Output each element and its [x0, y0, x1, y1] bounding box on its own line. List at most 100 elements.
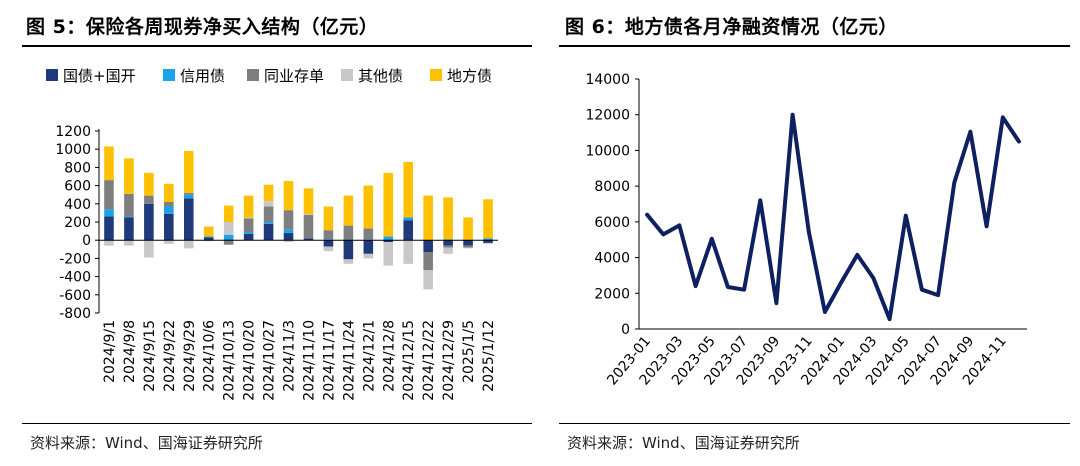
bar-segment — [343, 259, 354, 264]
bar-segment — [203, 237, 214, 241]
x-tick-label: 2024/11/3 — [282, 320, 298, 392]
x-tick-label: 2024/10/6 — [202, 320, 218, 392]
bar-segment — [243, 232, 254, 234]
bar-segment — [223, 234, 234, 240]
y-tick-label: 12000 — [585, 108, 630, 124]
x-tick-label: 2025/1/12 — [481, 320, 497, 392]
bar-segment — [183, 198, 194, 241]
x-tick-label: 2024/9/29 — [182, 320, 198, 392]
x-tick-label: 2024/11/17 — [321, 320, 337, 401]
data-point — [1017, 140, 1021, 143]
bar-segment — [104, 180, 114, 210]
left-panel: 图 5：保险各周现券净买入结构（亿元） 国债+国开 信用债 同业存单 其他债 地方债 -8… — [22, 16, 532, 452]
x-tick-label: 2024/12/1 — [361, 320, 377, 392]
bar-segment — [323, 240, 334, 247]
y-tick-label: 400 — [64, 197, 91, 213]
bar-segment — [104, 216, 114, 241]
x-tick-label: 2024/11/10 — [301, 320, 317, 401]
bar-segment — [263, 206, 274, 222]
bar-segment — [303, 238, 314, 241]
bar-segment — [183, 240, 194, 249]
bar-segment — [263, 222, 274, 224]
data-point — [726, 285, 730, 289]
legend-swatch — [46, 69, 58, 81]
bar-segment — [403, 220, 414, 241]
bar-segment — [263, 184, 274, 202]
bar-segment — [144, 240, 154, 258]
bar-segment — [124, 240, 134, 246]
bar-segment — [263, 223, 274, 241]
bar-segment — [283, 210, 294, 230]
y-tick-label: 1000 — [55, 142, 91, 158]
legend-label: 地方债 — [447, 67, 492, 85]
x-tick-label: 2024/12/29 — [441, 320, 457, 401]
legend-label: 同业存单 — [264, 67, 324, 85]
bar-segment — [203, 226, 214, 237]
x-tick-label: 2024/10/27 — [262, 320, 278, 401]
source-note: 资料来源：Wind、国海证券研究所 — [30, 434, 263, 452]
y-tick-label: -200 — [59, 251, 91, 267]
bar-segment — [363, 185, 374, 229]
bar-segment — [443, 197, 453, 240]
data-point — [807, 230, 811, 234]
y-tick-label: 6000 — [594, 215, 630, 231]
bar-segment — [223, 240, 234, 245]
stacked-bar-chart: 国债+国开 信用债 同业存单 其他债 地方债 -800 -600 -400 -200 0 200 40… — [46, 67, 498, 401]
chart-title-fig6: 图 6：地方债各月净融资情况（亿元） — [565, 16, 898, 38]
x-tick-label: 2025/1/5 — [461, 320, 477, 383]
bar-segment — [223, 222, 234, 235]
bar-segment — [463, 240, 473, 246]
line-chart: 020004000600080001000012000140002023-012… — [585, 72, 1027, 388]
bar-segment — [483, 242, 493, 244]
bar-segment — [283, 232, 294, 241]
data-point — [920, 288, 924, 292]
data-point — [888, 317, 892, 321]
bar-segment — [343, 225, 354, 241]
bar-segment — [343, 195, 354, 226]
bar-segment — [303, 188, 314, 214]
bar-segment — [223, 205, 234, 222]
bar-segment — [283, 229, 294, 233]
y-tick-label: 1200 — [55, 124, 91, 140]
bar-segment — [443, 245, 453, 248]
data-point — [855, 253, 859, 257]
bar-segment — [363, 253, 374, 259]
source-rule — [559, 423, 1070, 424]
x-tick-label: 2024/12/15 — [401, 320, 417, 401]
bar-segment — [243, 217, 254, 219]
data-point — [936, 293, 940, 297]
bar-segment — [124, 158, 134, 194]
chart-title-fig5: 图 5：保险各周现券净买入结构（亿元） — [26, 16, 379, 38]
y-tick-label: 0 — [621, 322, 630, 338]
bar-segment — [203, 236, 214, 238]
bar-segment — [483, 199, 493, 239]
bar-segment — [183, 151, 194, 193]
legend-swatch — [430, 69, 442, 81]
x-tick-label: 2024/10/20 — [242, 320, 258, 401]
bar-segment — [483, 240, 493, 243]
bar-segment — [164, 240, 174, 244]
data-point — [823, 310, 827, 314]
bar-segment — [403, 161, 414, 218]
bar-segment — [164, 213, 174, 241]
y-tick-label: 10000 — [585, 143, 630, 159]
bar-segment — [423, 195, 433, 241]
title-rule — [22, 45, 532, 47]
bar-segment — [383, 242, 394, 266]
x-tick-label: 2024/12/22 — [421, 320, 437, 401]
bar-segment — [483, 238, 493, 241]
y-tick-label: 14000 — [585, 72, 630, 88]
bar-segment — [463, 245, 473, 248]
bar-segment — [243, 218, 254, 233]
x-tick-label: 2024/11/24 — [341, 320, 357, 401]
bar-segment — [283, 181, 294, 211]
data-point — [985, 224, 989, 228]
bar-segment — [463, 247, 473, 249]
title-rule — [559, 45, 1070, 47]
x-tick-label: 2024/9/22 — [162, 320, 178, 392]
bar-segment — [403, 217, 414, 221]
bar-segment — [164, 206, 174, 214]
right-panel: 图 6：地方债各月净融资情况（亿元） 0 2000 4000 6000 8000 1000… — [545, 0, 1080, 466]
bar-segment — [183, 192, 194, 195]
x-tick-label: 2024/10/13 — [222, 320, 238, 401]
